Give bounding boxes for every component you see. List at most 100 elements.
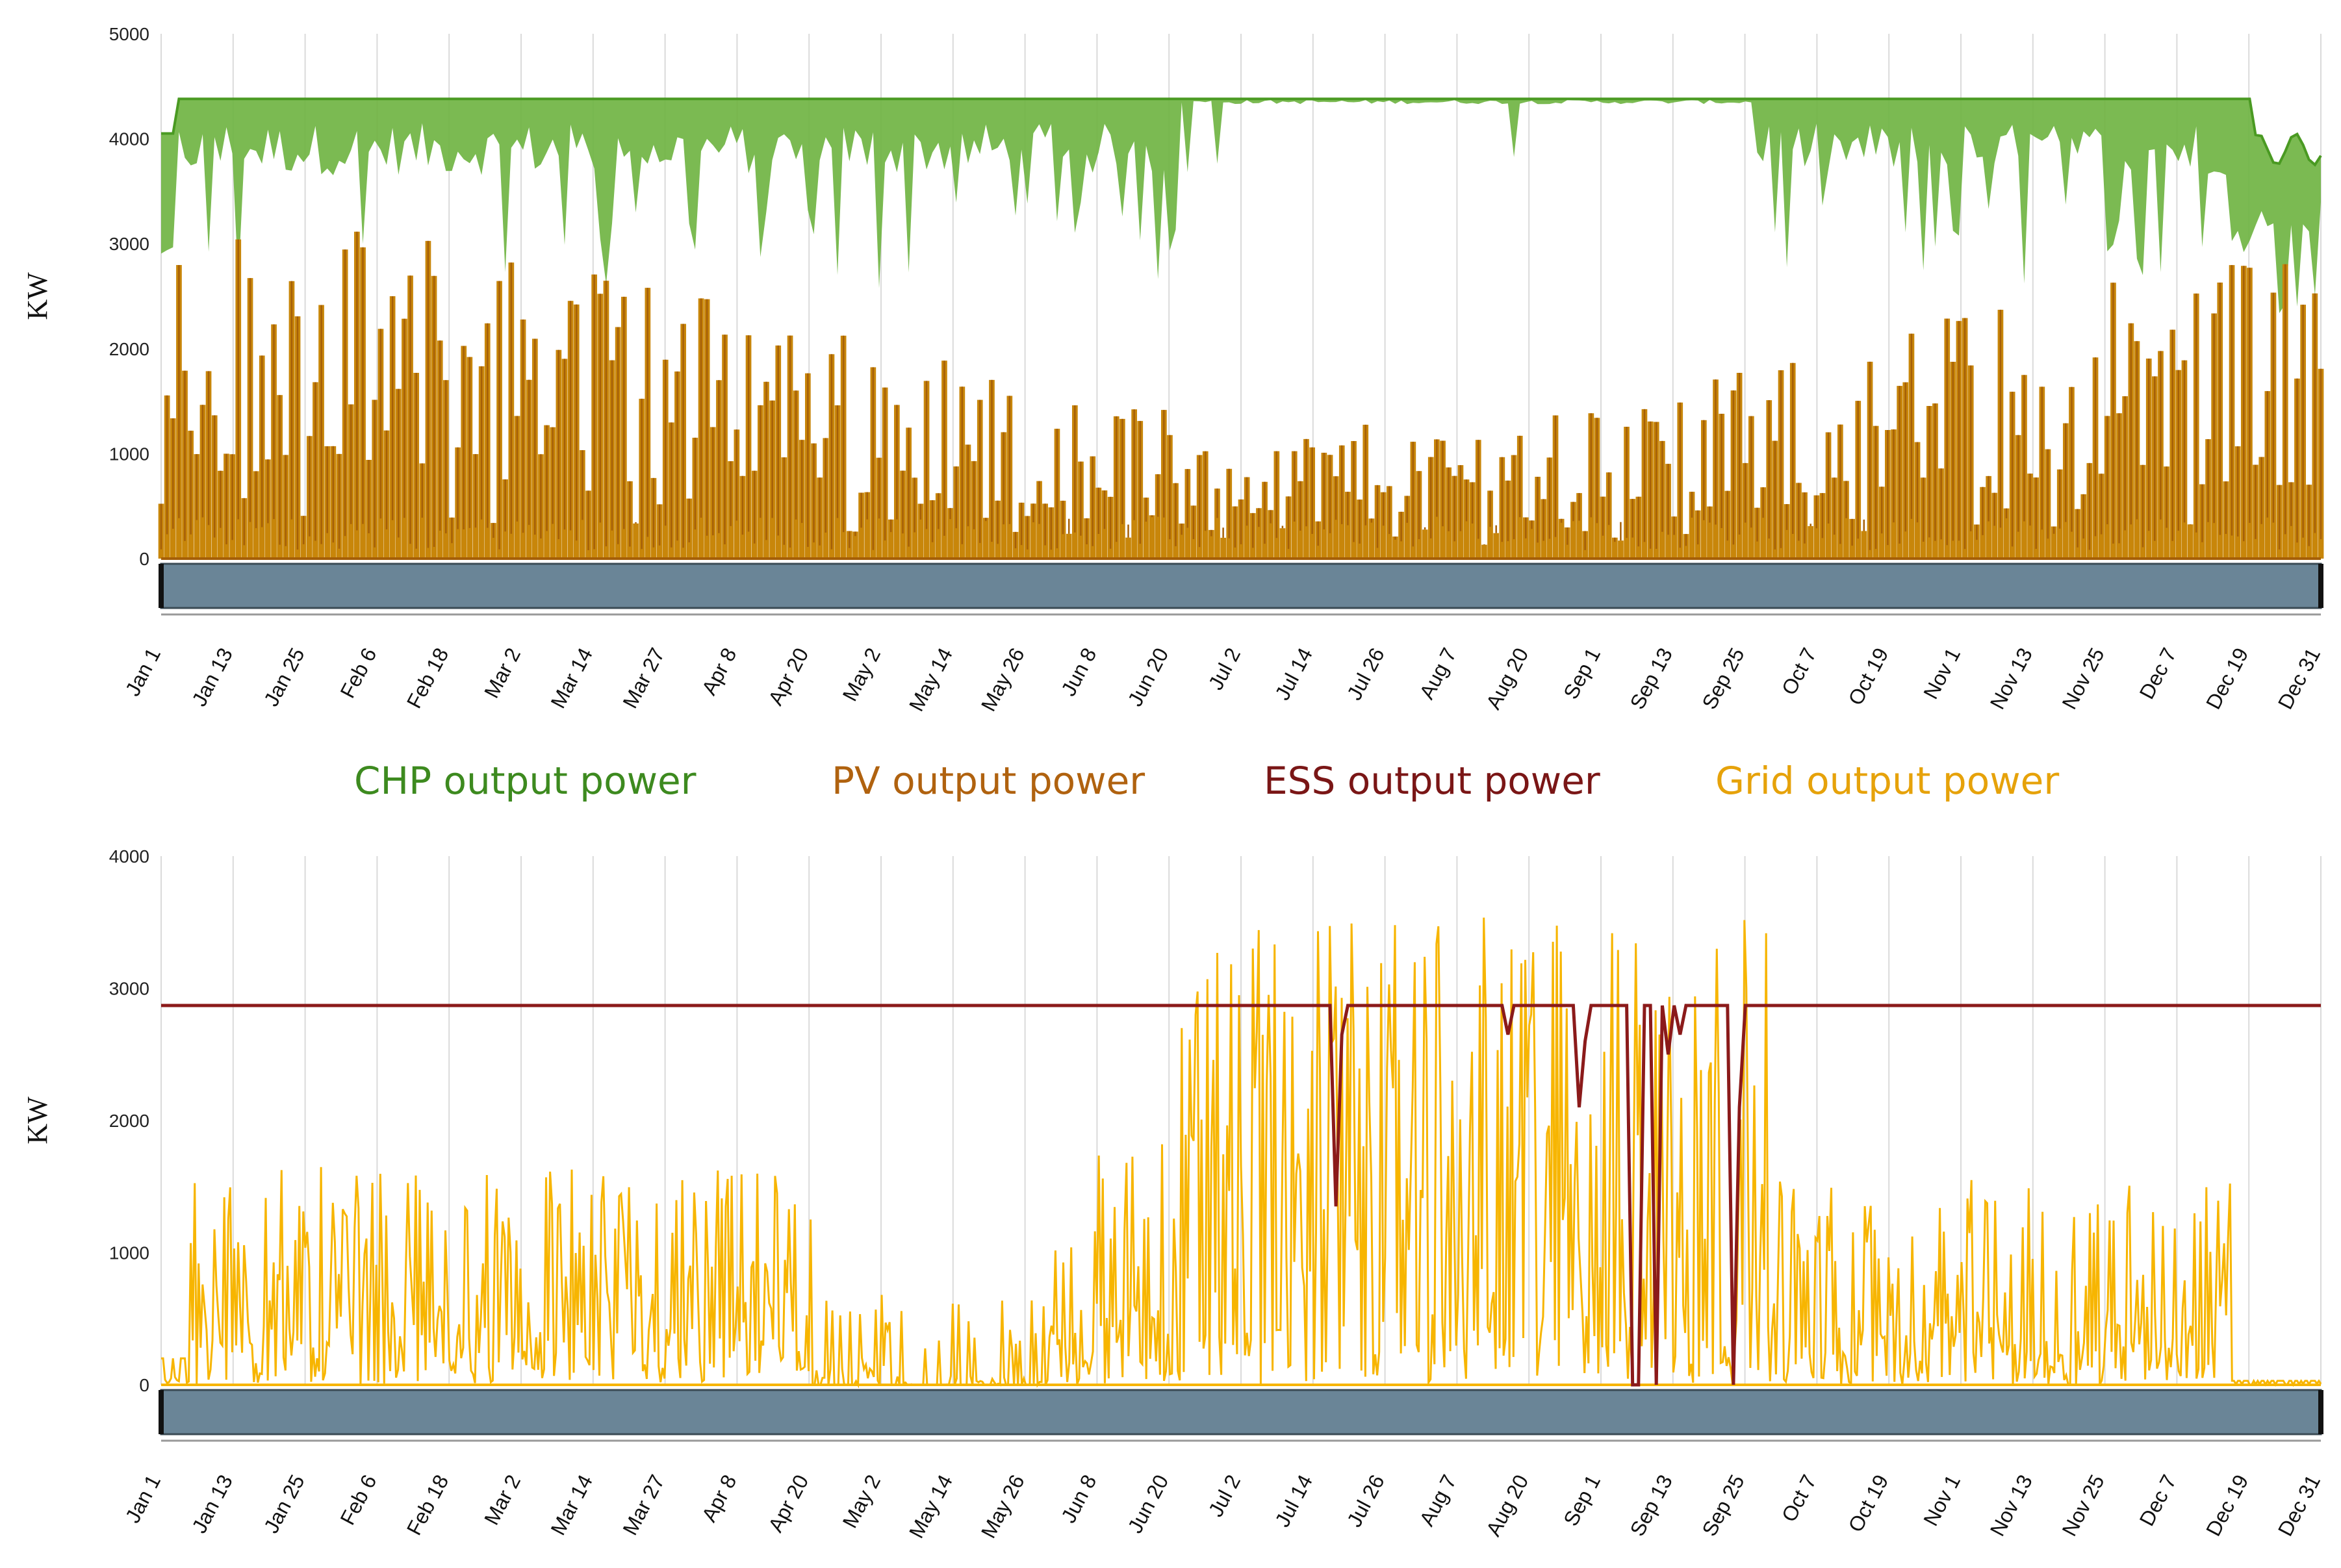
x-tick-label: Feb 18	[402, 644, 454, 712]
pv-bar	[1683, 534, 1689, 559]
x-tick-label: May 2	[838, 1471, 885, 1532]
y-tick-label: 2000	[109, 339, 149, 359]
y-tick-label: 0	[139, 549, 149, 569]
x-tick-label: Jun 8	[1056, 1471, 1101, 1526]
legend-grid[interactable]: Grid output power	[1715, 759, 2059, 803]
x-tick-label: Jun 20	[1123, 1471, 1173, 1537]
legend-ess[interactable]: ESS output power	[1264, 759, 1600, 803]
x-tick-label: Jan 1	[121, 644, 166, 700]
x-tick-label: Jun 20	[1123, 644, 1173, 710]
pv-bar	[1808, 526, 1813, 559]
x-tick-label: Jul 2	[1204, 1471, 1246, 1521]
y-tick-label: 4000	[109, 129, 149, 149]
x-tick-label: Jan 25	[259, 644, 309, 710]
pv-bar	[1671, 516, 1677, 559]
x-tick-label: Dec 31	[2273, 1471, 2325, 1539]
y-tick-label: 2000	[109, 1111, 149, 1131]
navigator-left-handle[interactable]	[159, 564, 164, 608]
x-tick-label: Apr 20	[763, 1471, 813, 1536]
bottom-chart: 0 1000 2000 3000 4000 KW Jan 1 Jan 13 Jan 25 Feb …	[21, 846, 2325, 1542]
legend-chp[interactable]: CHP output power	[354, 759, 697, 803]
pv-bar	[1030, 503, 1036, 559]
y-tick-label: 1000	[109, 1243, 149, 1263]
x-tick-label: May 26	[977, 1471, 1029, 1542]
pv-bar	[1268, 510, 1273, 559]
x-tick-label: May 2	[838, 644, 885, 705]
x-tick-label: Jun 8	[1056, 644, 1101, 700]
x-tick-label: Jan 1	[121, 1471, 166, 1526]
pv-bar	[1149, 515, 1155, 559]
y-axis-label: KW	[21, 272, 53, 320]
x-tick-label: Jan 13	[187, 1471, 237, 1537]
ess-series-line	[161, 1004, 2321, 1387]
pv-bar	[633, 523, 639, 559]
x-tick-label: Oct 19	[1843, 644, 1893, 709]
pv-bar	[1861, 531, 1867, 559]
x-tick-label: Sep 13	[1626, 644, 1677, 713]
pv-bar	[1125, 537, 1131, 559]
top-chart: 0 1000 2000 3000 4000 5000 KW Jan 1 Jan 13 Jan 25…	[21, 24, 2325, 715]
x-tick-label: Sep 25	[1697, 644, 1748, 713]
y-tick-label: 4000	[109, 846, 149, 866]
pv-bar	[1612, 537, 1618, 559]
range-navigator[interactable]	[160, 563, 2322, 609]
x-tick-label: Nov 25	[2057, 644, 2108, 713]
x-tick-label: Mar 2	[480, 644, 525, 702]
pv-bar	[1689, 492, 1695, 559]
x-tick-label: Apr 20	[763, 644, 813, 709]
pv-bar	[1493, 533, 1499, 559]
x-tick-label: Aug 20	[1481, 644, 1533, 713]
pv-bar	[1392, 537, 1398, 559]
x-tick-label: Jan 25	[259, 1471, 309, 1537]
pv-bar	[1576, 493, 1582, 559]
legend-pv[interactable]: PV output power	[832, 759, 1145, 803]
x-tick-label: Aug 7	[1415, 1471, 1461, 1530]
pv-bar	[1843, 481, 1849, 559]
x-tick-label: Mar 27	[618, 644, 669, 712]
pv-bar	[1066, 533, 1072, 559]
pv-bar	[1570, 501, 1576, 559]
x-tick-label: Sep 13	[1626, 1471, 1677, 1539]
x-tick-label: Aug 20	[1481, 1471, 1533, 1539]
x-tick-label: Nov 1	[1919, 1471, 1965, 1530]
x-tick-label: Sep 25	[1697, 1471, 1748, 1539]
y-axis-label: KW	[21, 1096, 53, 1144]
x-tick-label: Oct 19	[1843, 1471, 1893, 1536]
x-tick-label: Mar 27	[618, 1471, 669, 1539]
x-tick-label: Nov 25	[2057, 1471, 2108, 1539]
range-navigator[interactable]	[160, 1389, 2322, 1435]
pv-bar	[1618, 540, 1624, 559]
pv-bar	[1558, 518, 1565, 559]
y-tick-label: 1000	[109, 444, 149, 464]
pv-bar	[491, 523, 496, 559]
x-tick-label: Apr 8	[697, 1471, 741, 1525]
navigator-right-handle[interactable]	[2318, 1390, 2323, 1434]
x-tick-label: May 14	[904, 644, 957, 715]
pv-bar	[947, 508, 953, 559]
pv-bar	[2003, 508, 2010, 559]
x-tick-label: Nov 13	[1986, 644, 2037, 713]
pv-bar	[1214, 488, 1220, 559]
x-tick-label: Jul 26	[1342, 1471, 1389, 1530]
pv-bar	[1279, 528, 1286, 559]
y-tick-label: 3000	[109, 234, 149, 254]
x-tick-label: Dec 19	[2201, 1471, 2253, 1539]
navigator-left-handle[interactable]	[159, 1390, 164, 1434]
pv-bar	[1784, 504, 1790, 559]
x-tick-label: Apr 8	[697, 644, 741, 698]
x-tick-label: Nov 1	[1919, 644, 1965, 703]
pv-bar	[1529, 520, 1535, 559]
pv-bar	[1404, 496, 1411, 559]
navigator-right-handle[interactable]	[2318, 564, 2323, 608]
x-tick-label: Mar 14	[546, 644, 597, 712]
x-tick-label: Dec 7	[2135, 644, 2181, 703]
x-tick-label: May 26	[977, 644, 1029, 715]
pv-bar	[2051, 526, 2057, 559]
x-tick-label: Sep 1	[1559, 644, 1605, 703]
x-tick-label: Dec 7	[2135, 1471, 2181, 1530]
pv-bar	[1760, 487, 1766, 559]
x-tick-label: Oct 7	[1777, 1471, 1821, 1525]
pv-bar	[1179, 524, 1185, 559]
x-tick-label: Feb 6	[335, 644, 381, 702]
x-tick-label: Jul 26	[1342, 644, 1389, 703]
